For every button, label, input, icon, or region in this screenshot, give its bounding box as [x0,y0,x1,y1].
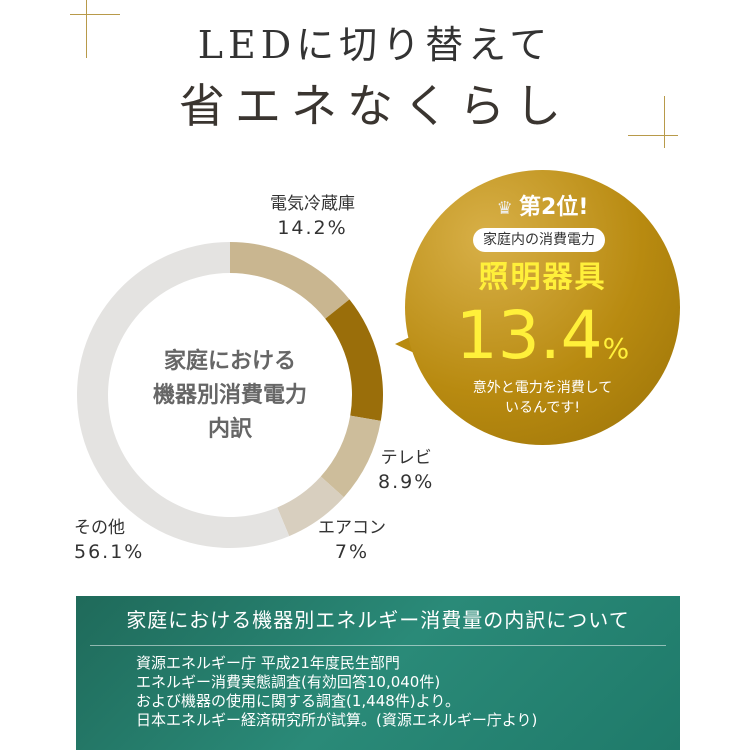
headline: LEDに切り替えて [197,23,553,67]
ranking-badge: ♛ 第2位! 家庭内の消費電力 照明器具 13.4% 意外と電力を消費して いる… [405,170,680,445]
donut-slice-4 [277,476,344,537]
badge-note: 意外と電力を消費して いるんです! [405,378,680,418]
note-line: いるんです! [505,400,580,416]
corner-decoration-right [664,96,665,148]
note-line: 意外と電力を消費して [472,380,613,396]
corner-decoration-right-h [628,135,678,136]
rank-text: 第2位! [519,195,589,220]
center-line: 内訳 [207,417,252,442]
donut-slice-1 [230,242,350,319]
value-label: 7% [334,541,370,563]
category-label: その他 [74,518,125,538]
badge-subtitle: 家庭内の消費電力 [473,228,605,252]
rank-heading: ♛ 第2位! [405,194,680,223]
source-text: 資源エネルギー庁 平成21年度民生部門 エネルギー消費実態調査(有効回答10,0… [136,654,537,730]
source-panel: 家庭における機器別エネルギー消費量の内訳について 資源エネルギー庁 平成21年度… [76,596,680,750]
source-line: 日本エネルギー経済研究所が試算。(資源エネルギー庁より) [136,711,538,729]
center-line: 家庭における [163,349,296,374]
value-label: 14.2% [277,217,348,239]
source-line: エネルギー消費実態調査(有効回答10,040件) [136,673,441,691]
source-title: 家庭における機器別エネルギー消費量の内訳について [126,608,630,632]
source-line: 資源エネルギー庁 平成21年度民生部門 [136,654,400,672]
badge-value: 13.4% [405,300,680,372]
corner-decoration-top-left [86,0,87,58]
label-tv: テレビ 8.9% [378,446,434,494]
category-label: エアコン [318,518,386,538]
chart-center-label: 家庭における 機器別消費電力 内訳 [130,345,330,447]
source-line: および機器の使用に関する調査(1,448件)より。 [136,692,461,710]
subheadline: 省エネなくらし [179,79,571,133]
label-other: その他 56.1% [74,516,144,564]
label-refrigerator: 電気冷蔵庫 14.2% [270,192,355,240]
label-aircon: エアコン 7% [318,516,386,564]
value-label: 56.1% [74,541,145,563]
donut-slice-2 [325,299,383,421]
divider [90,645,666,646]
center-line: 機器別消費電力 [152,383,307,408]
badge-item: 照明器具 [478,260,607,295]
corner-decoration-top-left-h [70,14,120,15]
value-unit: % [602,332,630,365]
crown-icon: ♛ [496,198,520,219]
value-label: 8.9% [378,471,435,493]
donut-slice-3 [320,415,381,498]
category-label: 電気冷蔵庫 [270,194,355,214]
value-number: 13.4 [455,297,603,374]
donut-slice-5 [76,242,290,548]
category-label: テレビ [380,448,432,468]
